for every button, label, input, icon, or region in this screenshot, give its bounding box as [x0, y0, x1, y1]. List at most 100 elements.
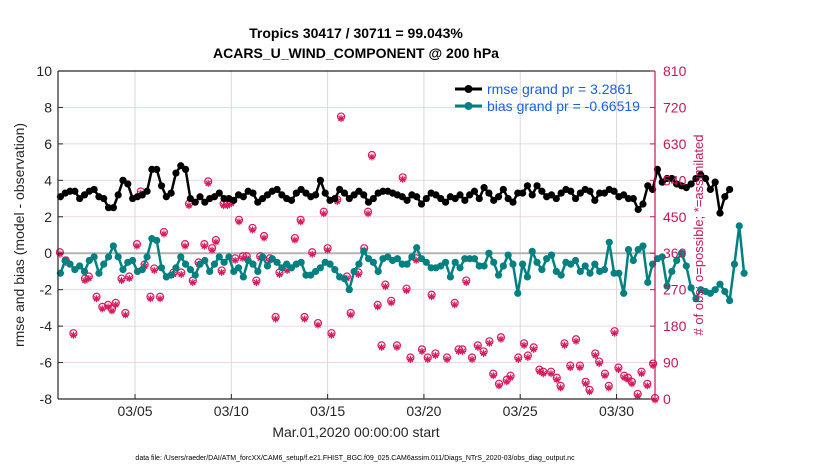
obs-assimilated-marker	[320, 210, 328, 218]
obs-assimilated-marker	[364, 210, 372, 218]
obs-count-marker	[485, 337, 494, 347]
rmse-point	[71, 187, 79, 195]
rmse-point	[475, 194, 483, 203]
obs-assimilated-marker	[406, 356, 414, 364]
obs-count-marker	[323, 244, 332, 254]
obs-assimilated-marker	[208, 246, 216, 254]
obs-assimilated-marker	[212, 238, 220, 246]
bias-point	[56, 269, 65, 277]
obs-assimilated-marker	[547, 370, 555, 378]
rmse-point	[485, 189, 493, 197]
bias-point	[263, 262, 272, 270]
rmse-point	[523, 182, 532, 190]
rmse-point	[143, 187, 151, 195]
rmse-point	[316, 176, 324, 184]
x-tick-label: 03/25	[503, 403, 538, 419]
obs-assimilated-marker	[85, 275, 93, 283]
bias-point	[658, 253, 666, 261]
rmse-point	[668, 174, 676, 183]
rmse-point	[653, 165, 662, 173]
obs-count-marker	[259, 231, 269, 242]
obs-count-marker	[462, 276, 471, 287]
bias-point	[119, 266, 127, 274]
right-y-tick-label: 540	[663, 172, 687, 188]
obs-count-marker	[300, 312, 309, 323]
obs-count-marker	[467, 353, 477, 364]
bias-point	[456, 264, 464, 272]
y-axis-label: rmse and bias (model - observation)	[11, 123, 27, 347]
obs-count-marker	[84, 272, 93, 283]
obs-assimilated-marker	[347, 311, 355, 319]
obs-count-marker	[585, 385, 594, 396]
rmse-point	[422, 194, 430, 203]
obs-assimilated-marker	[572, 337, 580, 345]
obs-count-marker	[552, 373, 561, 384]
obs-assimilated-marker	[553, 376, 561, 384]
obs-count-marker	[248, 223, 257, 234]
bias-point	[726, 297, 734, 305]
obs-count-marker	[479, 347, 488, 357]
obs-assimilated-marker	[150, 266, 158, 274]
rmse-point	[109, 204, 117, 212]
obs-count-marker	[637, 367, 646, 378]
obs-count-marker	[69, 329, 78, 339]
bias-point	[557, 271, 565, 279]
rmse-point	[249, 189, 257, 197]
obs-assimilated-marker	[431, 351, 439, 359]
y-tick-label: -4	[40, 318, 53, 334]
bias-point	[369, 258, 377, 266]
bias-point	[673, 256, 681, 265]
bias-point	[206, 267, 214, 276]
bias-point	[143, 253, 151, 261]
obs-count-marker	[125, 272, 134, 283]
rmse-point	[721, 193, 729, 201]
obs-assimilated-marker	[560, 341, 568, 349]
obs-count-marker	[319, 207, 328, 218]
bias-point	[215, 253, 223, 261]
obs-count-marker	[442, 353, 452, 364]
right-y-tick-label: 270	[663, 282, 687, 298]
bias-point	[259, 253, 267, 261]
right-y-tick-label: 360	[663, 245, 687, 261]
rmse-point	[196, 193, 204, 201]
bias-point	[239, 273, 247, 281]
x-tick-labels: 03/05 03/10 03/15 03/20 03/25 03/30	[118, 394, 634, 419]
obs-assimilated-marker	[485, 339, 493, 347]
obs-count-marker	[392, 341, 402, 351]
rmse-line	[59, 164, 731, 215]
bias-point	[485, 249, 493, 257]
bias-point	[340, 275, 349, 283]
obs-assimilated-marker	[98, 305, 106, 313]
bias-point	[422, 258, 430, 266]
rmse-point	[167, 189, 175, 197]
obs-count-marker	[150, 264, 159, 274]
x-tick-label: 03/20	[406, 403, 441, 419]
obs-assimilated-marker	[249, 226, 257, 234]
rmse-point	[239, 193, 247, 201]
obs-count-marker	[633, 389, 642, 400]
obs-assimilated-marker	[189, 279, 197, 287]
bias-point	[528, 247, 536, 255]
obs-count-marker	[296, 215, 305, 226]
obs-assimilated-marker	[643, 382, 651, 390]
obs-count-marker	[600, 369, 610, 380]
obs-count-marker	[132, 240, 142, 250]
obs-count-marker	[313, 318, 323, 329]
obs-assimilated-marker	[121, 311, 129, 319]
rmse-point	[499, 185, 507, 194]
obs-count-marker	[595, 357, 604, 368]
rmse-point	[610, 187, 618, 195]
rmse-point	[172, 169, 180, 177]
bias-point	[95, 269, 103, 277]
right-y-axis-label: # of obs: o=possible; *=assimilated	[691, 135, 706, 336]
obs-assimilated-marker	[403, 287, 411, 295]
bias-point	[470, 255, 479, 263]
rmse-point	[456, 191, 464, 199]
bias-point	[167, 271, 175, 279]
rmse-point	[461, 196, 469, 204]
obs-count-marker	[604, 381, 613, 392]
rmse-point	[552, 194, 560, 203]
bias-point	[740, 269, 748, 277]
grid-layer	[58, 71, 655, 399]
bias-point	[76, 262, 84, 270]
